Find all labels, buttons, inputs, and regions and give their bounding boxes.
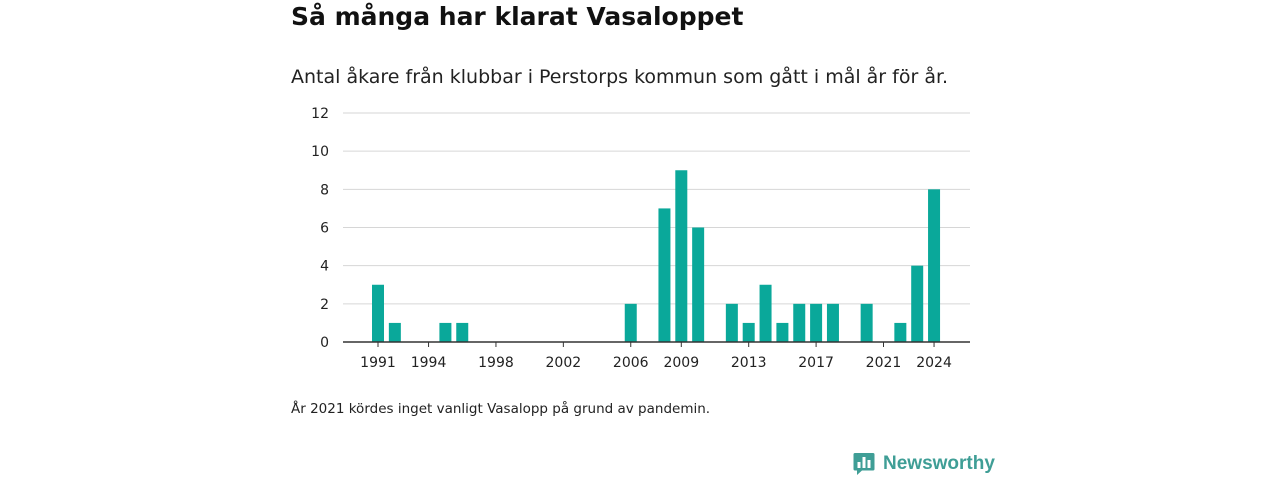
x-tick-label: 2002 bbox=[546, 355, 582, 371]
brand-name: Newsworthy bbox=[883, 453, 995, 474]
x-tick-label: 1994 bbox=[411, 355, 447, 371]
bar-1996 bbox=[456, 322, 469, 342]
bar-2012 bbox=[725, 303, 738, 342]
bar-2022 bbox=[894, 322, 907, 342]
bar-2008 bbox=[658, 208, 671, 342]
bar-2017 bbox=[810, 303, 823, 342]
x-tick-label: 1991 bbox=[360, 355, 396, 371]
y-tick-label: 12 bbox=[311, 106, 329, 122]
x-tick-label: 2024 bbox=[916, 355, 952, 371]
y-tick-label: 2 bbox=[320, 297, 329, 313]
y-tick-label: 8 bbox=[320, 182, 329, 198]
x-tick-label: 2009 bbox=[663, 355, 699, 371]
x-tick-label: 2021 bbox=[866, 355, 902, 371]
bar-1995 bbox=[439, 322, 452, 342]
bar-2015 bbox=[776, 322, 789, 342]
bar-2024 bbox=[928, 189, 941, 342]
bar-2018 bbox=[826, 303, 839, 342]
bar-2023 bbox=[911, 265, 924, 342]
bar-1992 bbox=[388, 322, 401, 342]
newsworthy-logo-icon bbox=[853, 453, 875, 475]
brand-logo[interactable]: Newsworthy bbox=[853, 452, 995, 476]
bar-2009 bbox=[675, 170, 688, 342]
bar-2014 bbox=[759, 284, 772, 342]
bar-2016 bbox=[793, 303, 806, 342]
x-tick-label: 2006 bbox=[613, 355, 649, 371]
bar-2020 bbox=[860, 303, 873, 342]
y-tick-label: 6 bbox=[320, 221, 329, 237]
chart-title: Så många har klarat Vasaloppet bbox=[291, 2, 744, 31]
x-tick-label: 2017 bbox=[798, 355, 834, 371]
bar-2013 bbox=[742, 322, 755, 342]
y-tick-label: 4 bbox=[320, 259, 329, 275]
chart-subtitle: Antal åkare från klubbar i Perstorps kom… bbox=[291, 66, 949, 88]
y-tick-label: 10 bbox=[311, 144, 329, 160]
bar-2010 bbox=[692, 227, 705, 342]
x-tick-label: 2013 bbox=[731, 355, 767, 371]
x-tick-label: 1998 bbox=[478, 355, 514, 371]
y-tick-label: 0 bbox=[320, 335, 329, 351]
bar-1991 bbox=[372, 284, 384, 342]
bar-2006 bbox=[624, 303, 637, 342]
footnote: År 2021 kördes inget vanligt Vasalopp på… bbox=[291, 401, 711, 417]
